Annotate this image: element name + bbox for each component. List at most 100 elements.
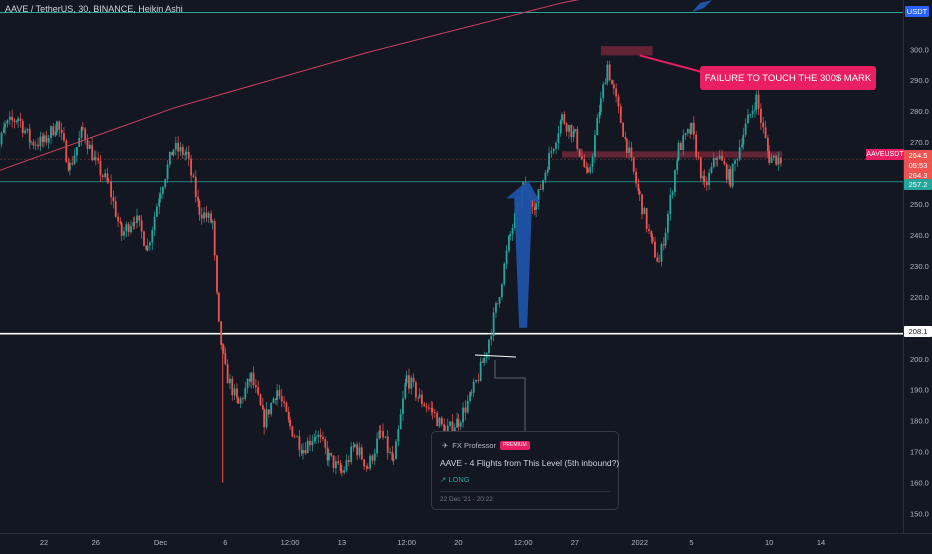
candle-body [579,149,581,156]
candle-body [480,361,482,380]
candle-body [117,217,119,221]
idea-author[interactable]: FX Professor [452,441,496,450]
candle-body [654,242,656,258]
y-tick-label: 270.0 [910,138,929,147]
candle-body [643,208,645,214]
candle-body [708,173,710,185]
candle-body [317,435,319,437]
candle-body [509,234,511,236]
idea-card[interactable]: ✈ FX Professor PREMIUM AAVE - 4 Flights … [431,431,619,510]
candle-body [283,401,285,402]
candle-body [503,264,505,285]
candle-body [570,125,572,137]
candle-body [576,129,578,149]
candle-body [758,95,760,109]
candle-body [496,303,498,304]
candle-body [266,409,268,427]
candle-body [193,175,195,177]
key-level-label: 208.1 [904,326,932,337]
candle-body [773,156,775,158]
candle-body [540,189,542,190]
candle-body [63,133,65,140]
candle-body [618,97,620,107]
candle-body [369,456,371,469]
candle-body [687,129,689,133]
candle-body [237,397,239,403]
candle-body [167,165,169,180]
candle-body [568,125,570,132]
candle-body [400,414,402,429]
candle-body [359,447,361,455]
candle-body [195,177,197,197]
candle-body [61,130,63,133]
candle-body [123,231,125,236]
candle-body [473,382,475,393]
candle-body [561,114,563,120]
candle-body [328,453,330,461]
candle-body [635,172,637,184]
candle-body [169,152,171,165]
candle-body [548,153,550,170]
candle-body [393,459,395,460]
candle-body [460,423,462,427]
idea-author-row: ✈ FX Professor PREMIUM [442,441,530,450]
candle-body [214,221,216,255]
candle-body [361,447,363,459]
candle-body [545,173,547,181]
candle-body [658,262,660,263]
candle-body [95,157,97,158]
candle-body [648,229,650,231]
candle-body [700,158,702,179]
candle-body [566,124,568,132]
candle-body [553,149,555,151]
candle-body [216,255,218,292]
candle-body [467,401,469,413]
annotation-failure-300[interactable]: FAILURE TO TOUCH THE 300$ MARK [700,66,876,90]
candle-body [380,431,382,432]
candle-body [573,131,575,137]
x-tick-label: 13 [338,538,346,547]
candle-body [9,117,11,120]
candle-body [87,140,89,149]
candle-body [340,463,342,470]
candle-body [698,157,700,158]
y-tick-label: 170.0 [910,448,929,457]
candle-body [84,129,86,140]
candle-body [499,297,501,303]
candle-body [335,461,337,468]
candle-body [218,292,220,321]
candle-body [175,143,177,150]
candle-body [7,120,9,124]
candle-body [678,143,680,160]
candle-body [646,208,648,229]
candle-body [45,135,47,142]
candle-body [20,118,22,120]
candle-body [39,136,41,146]
idea-title[interactable]: AAVE - 4 Flights from This Level (5th in… [440,458,619,468]
candle-body [158,199,160,207]
candle-body [488,340,490,353]
candle-body [685,133,687,135]
candle-body [423,404,425,406]
candle-body [367,467,369,469]
candle-body [76,147,78,155]
candle-body [43,135,45,142]
candle-body [286,403,288,412]
candle-body [421,395,423,405]
candles [0,61,782,483]
candle-body [475,380,477,382]
candle-body [296,436,298,437]
candle-body [82,127,84,128]
candle-body [138,216,140,221]
candle-body [11,117,13,121]
candle-body [755,95,757,110]
candle-body [162,187,164,194]
candle-body [17,118,19,120]
candle-body [262,405,264,409]
candle-body [745,123,747,134]
candle-body [691,123,693,134]
candle-body [304,450,306,453]
candle-body [220,321,222,345]
candle-body [108,181,110,182]
